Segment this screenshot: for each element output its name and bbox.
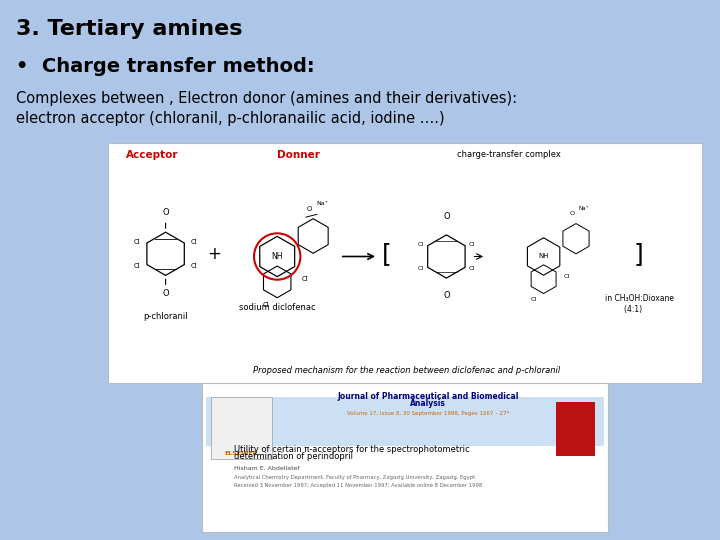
Text: [: [ [382,242,392,266]
Text: O: O [443,212,450,221]
FancyBboxPatch shape [108,143,702,383]
Text: Cl: Cl [564,274,570,279]
Text: Complexes between , Electron donor (amines and their derivatives):
electron acce: Complexes between , Electron donor (amin… [16,91,517,125]
Text: in CH₃OH:Dioxane
        (4:1): in CH₃OH:Dioxane (4:1) [605,294,674,314]
Text: Acceptor: Acceptor [126,150,179,160]
Text: Hisham E. Abdellatef: Hisham E. Abdellatef [234,466,300,471]
Text: Cl: Cl [418,242,423,247]
Text: charge-transfer complex: charge-transfer complex [457,150,561,159]
Text: 3. Tertiary amines: 3. Tertiary amines [16,19,243,39]
Text: Received 3 November 1997; Accepted 11 November 1997; Available online 8 December: Received 3 November 1997; Accepted 11 No… [234,483,482,488]
Text: Analytical Chemistry Department, Faculty of Pharmacy, Zagazig University, Zagazi: Analytical Chemistry Department, Faculty… [234,475,475,480]
Text: Cl: Cl [263,302,269,308]
Text: Cl: Cl [191,262,197,269]
Text: p-chloranil: p-chloranil [143,312,188,321]
Text: ELSEVIER: ELSEVIER [225,451,258,456]
Text: Cl: Cl [191,239,197,245]
Text: sodium diclofenac: sodium diclofenac [239,303,315,313]
Text: Cl: Cl [531,297,536,302]
Text: O: O [570,211,575,216]
Text: Journal of Pharmaceutical and Biomedical: Journal of Pharmaceutical and Biomedical [338,392,519,401]
FancyBboxPatch shape [202,383,608,532]
Text: O: O [307,206,312,212]
Text: Cl: Cl [469,266,475,271]
Text: •  Charge transfer method:: • Charge transfer method: [16,57,315,76]
Text: O: O [162,208,169,217]
Text: Cl: Cl [134,239,140,245]
Text: +: + [207,245,222,263]
Text: Donner: Donner [277,150,320,160]
Bar [556,402,595,456]
Bar [206,397,604,445]
Text: O: O [162,289,169,299]
Text: Cl: Cl [134,262,140,269]
Text: NH: NH [271,252,283,261]
Text: Cl: Cl [469,242,475,247]
Text: Na⁺: Na⁺ [578,206,589,211]
Text: Cl: Cl [302,276,308,282]
Text: determination of perindopril: determination of perindopril [234,452,353,461]
Text: ]: ] [634,242,644,266]
Text: Utility of certain π-acceptors for the spectrophotometric: Utility of certain π-acceptors for the s… [234,444,469,454]
Bar [211,397,272,459]
Text: Proposed mechanism for the reaction between diclofenac and p-chloranil: Proposed mechanism for the reaction betw… [253,366,560,375]
Text: Cl: Cl [418,266,423,271]
Text: NH: NH [539,253,549,260]
Text: O: O [443,291,450,300]
Text: Volume 17, Issue 8, 30 September 1998, Pages 1267 – 27*: Volume 17, Issue 8, 30 September 1998, P… [347,411,510,416]
Text: Na⁺: Na⁺ [317,201,328,206]
Text: Analysis: Analysis [410,399,446,408]
